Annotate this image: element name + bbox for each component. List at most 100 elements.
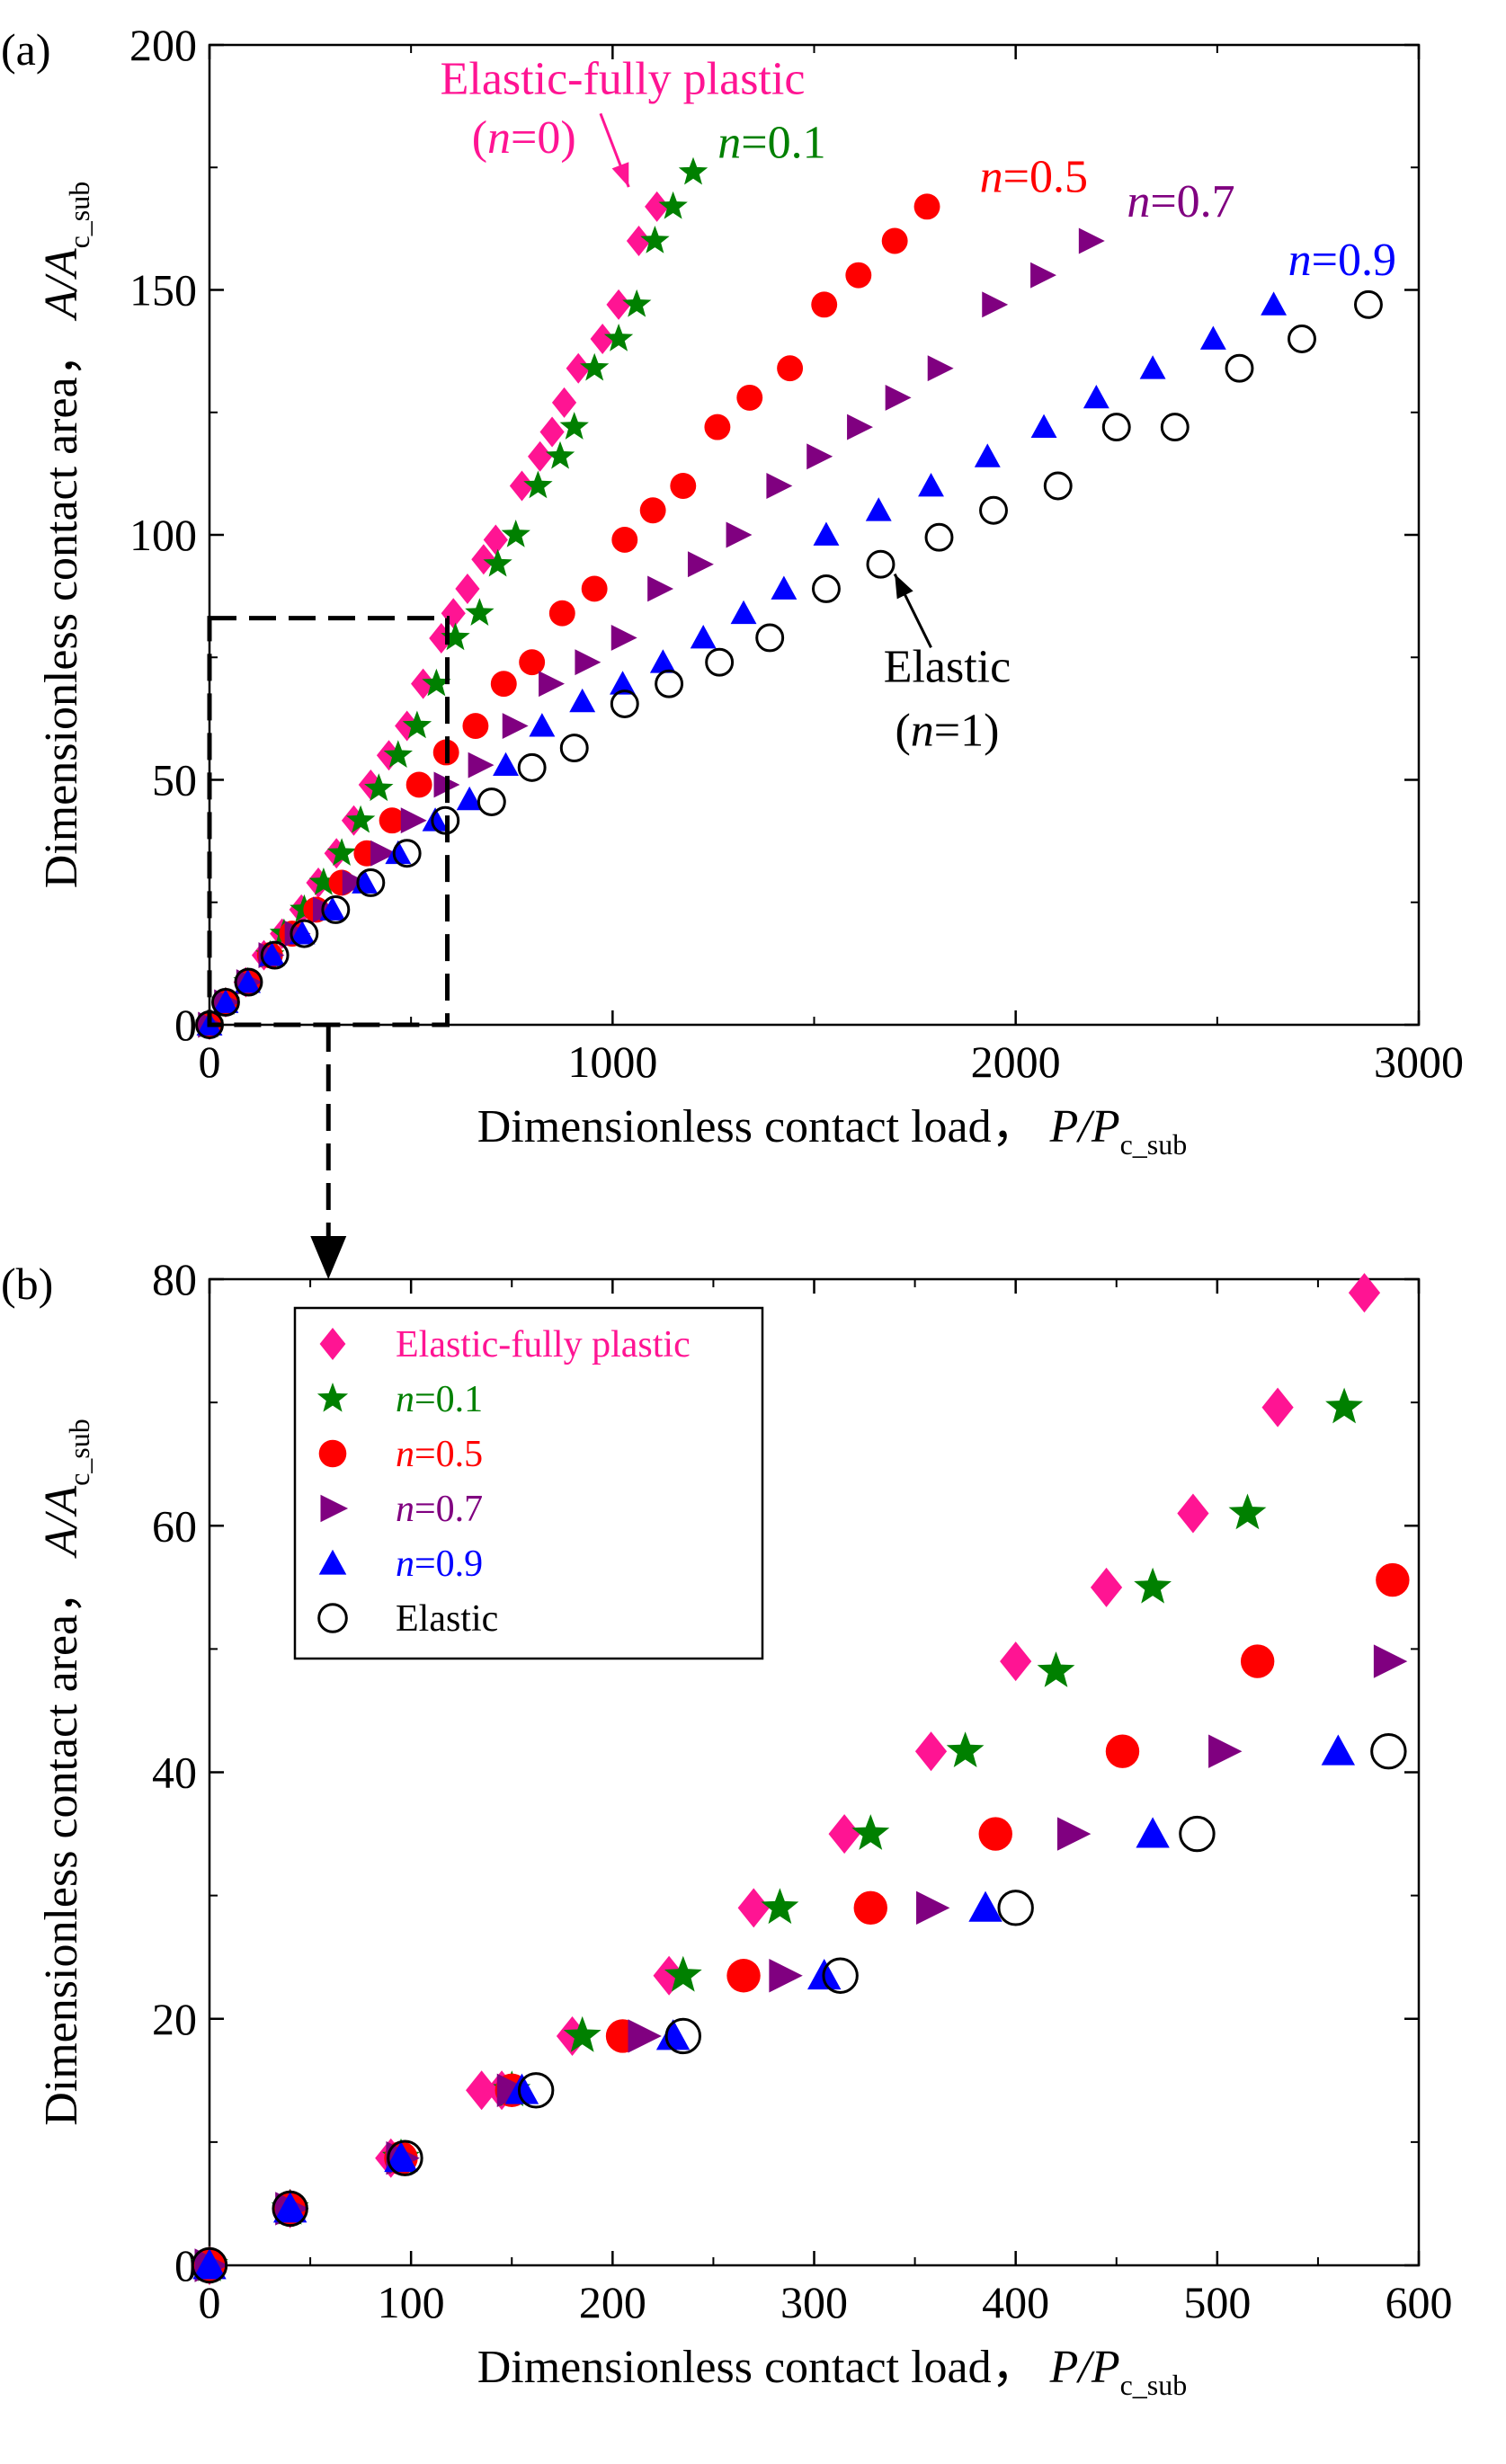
panel-a-data-point bbox=[813, 521, 840, 546]
panel-b-data-point bbox=[664, 1955, 702, 1992]
zoom-connector-arrowhead bbox=[310, 1236, 347, 1279]
panel-a-data-point bbox=[545, 440, 575, 469]
panel-a-data-point bbox=[319, 896, 346, 921]
panel-a-data-point bbox=[881, 227, 908, 254]
legend-label: Elastic-fully plastic bbox=[396, 1324, 691, 1365]
panel-b-data-point bbox=[1376, 1562, 1410, 1597]
panel-a-data-point bbox=[1078, 227, 1105, 254]
panel-a-data-point bbox=[690, 625, 717, 649]
panel-a-data-point bbox=[519, 649, 546, 676]
panel-a-panel-label: (a) bbox=[1, 24, 51, 75]
panel-b-data-point bbox=[822, 1957, 859, 1994]
panel-a-data-point bbox=[501, 520, 530, 547]
panel-b-y-tick-label: 60 bbox=[152, 1500, 197, 1551]
panel-b-data-point bbox=[1373, 1644, 1408, 1678]
panel-a-data-point bbox=[400, 807, 427, 834]
panel-a-data-point bbox=[924, 522, 954, 552]
legend-label: n=0.1 bbox=[396, 1379, 483, 1420]
panel-a-data-point bbox=[610, 671, 636, 695]
panel-b-data-point bbox=[726, 1959, 761, 1993]
panel-a-data-point bbox=[979, 495, 1008, 525]
panel-a-x-tick-label: 0 bbox=[199, 1036, 221, 1087]
legend-label: Elastic bbox=[396, 1598, 498, 1640]
panel-a-data-point bbox=[626, 226, 652, 256]
panel-a-annotation: Elastic-fully plastic bbox=[441, 54, 806, 105]
panel-a-data-point bbox=[471, 544, 496, 575]
panel-b-legend: Elastic-fully plastic n=0.1 n=0.5 n=0.7 n=0.… bbox=[293, 1306, 764, 1660]
panel-a-data-point bbox=[441, 622, 470, 651]
panel-a-data-point bbox=[528, 440, 553, 472]
panel-a-data-point bbox=[477, 787, 506, 816]
panel-a-data-point bbox=[611, 527, 638, 553]
panel-b-data-point bbox=[1240, 1644, 1275, 1678]
legend-marker bbox=[317, 1603, 348, 1633]
panel-a-data-point bbox=[290, 919, 319, 948]
panel-a-y-axis-label: Dimensionless contact area， A/Ac_sub bbox=[36, 182, 95, 889]
panel-a-data-point bbox=[569, 688, 596, 713]
panel-b-data-point bbox=[916, 1890, 950, 1926]
panel-a-data-point bbox=[370, 840, 397, 867]
panel-a-data-point bbox=[356, 868, 386, 897]
panel-a-data-point bbox=[468, 752, 495, 778]
panel-b-data-point bbox=[1136, 1817, 1170, 1848]
panel-a-annotation: Elastic bbox=[884, 642, 1011, 693]
panel-a-data-point bbox=[655, 669, 684, 698]
panel-b-data-point bbox=[1348, 1273, 1381, 1313]
panel-a-data-point bbox=[982, 291, 1009, 318]
panel-a-data-point bbox=[1354, 289, 1383, 319]
panel-a-data-point bbox=[321, 894, 351, 924]
panel-a-data-point bbox=[590, 324, 615, 354]
panel-a-data-point bbox=[379, 807, 405, 834]
panel-a-data-point bbox=[483, 548, 512, 577]
panel-b-y-tick-label: 40 bbox=[152, 1748, 197, 1798]
panel-a-data-point bbox=[289, 921, 316, 945]
panel-a-data-point bbox=[1261, 291, 1288, 316]
panel-a-x-tick-label: 1000 bbox=[567, 1036, 657, 1087]
panel-a-data-point bbox=[559, 412, 589, 440]
panel-a-data-point bbox=[260, 940, 290, 970]
panel-a-data-point bbox=[687, 551, 714, 578]
panel-b-data-point bbox=[1261, 1387, 1294, 1428]
panel-a-data-point bbox=[455, 573, 480, 604]
panel-b-x-tick-label: 100 bbox=[378, 2277, 445, 2327]
panel-a-annotation: (n=0) bbox=[472, 112, 576, 164]
panel-a-data-point bbox=[517, 752, 547, 782]
panel-b-data-point bbox=[563, 2015, 602, 2052]
panel-a-data-point bbox=[326, 838, 357, 866]
panel-b-data-point bbox=[1056, 1817, 1092, 1851]
panel-a-data-point bbox=[704, 414, 731, 440]
panel-a-data-point bbox=[645, 191, 670, 222]
panel-b-data-point bbox=[387, 2139, 423, 2176]
panel-b-data-point bbox=[851, 1814, 890, 1850]
panel-a-data-point bbox=[771, 575, 798, 600]
panel-a-data-point bbox=[376, 740, 402, 771]
legend-marker bbox=[319, 1328, 346, 1360]
panel-a-y-tick-label: 50 bbox=[152, 755, 197, 805]
panel-a-x-axis-label: Dimensionless contact load， P/Pc_sub bbox=[477, 1101, 1188, 1161]
panel-a-series-5 bbox=[195, 289, 1383, 1039]
panel-b-data-point bbox=[466, 2070, 498, 2111]
panel-b-data-point bbox=[1228, 1493, 1267, 1530]
legend-marker bbox=[316, 1383, 349, 1412]
panel-a-y-tick-label: 0 bbox=[174, 1000, 197, 1050]
panel-a-series-0 bbox=[197, 191, 670, 1040]
panel-a-data-point bbox=[456, 786, 483, 811]
panel-a-data-point bbox=[603, 324, 634, 351]
panel-b-data-point bbox=[853, 1890, 887, 1926]
panel-a-data-point bbox=[422, 807, 449, 832]
panel-b-data-point bbox=[1000, 1641, 1032, 1682]
panel-b-x-tick-label: 0 bbox=[199, 2277, 221, 2327]
panel-a-x-tick-label: 3000 bbox=[1374, 1036, 1464, 1087]
panel-b-data-point bbox=[272, 2192, 307, 2223]
panel-b-y-tick-label: 80 bbox=[152, 1254, 197, 1304]
panel-a-data-point bbox=[847, 414, 873, 440]
panel-a-data-point bbox=[429, 622, 454, 654]
panel-a-data-point bbox=[502, 713, 529, 739]
panel-b-data-point bbox=[997, 1890, 1034, 1926]
panel-b-data-point bbox=[653, 1955, 685, 1996]
panel-b-y-axis-label: Dimensionless contact area， A/Ac_sub bbox=[36, 1419, 95, 2126]
panel-a-data-point bbox=[539, 671, 565, 698]
panel-b-data-point bbox=[504, 2073, 539, 2104]
legend-box bbox=[293, 1306, 764, 1660]
